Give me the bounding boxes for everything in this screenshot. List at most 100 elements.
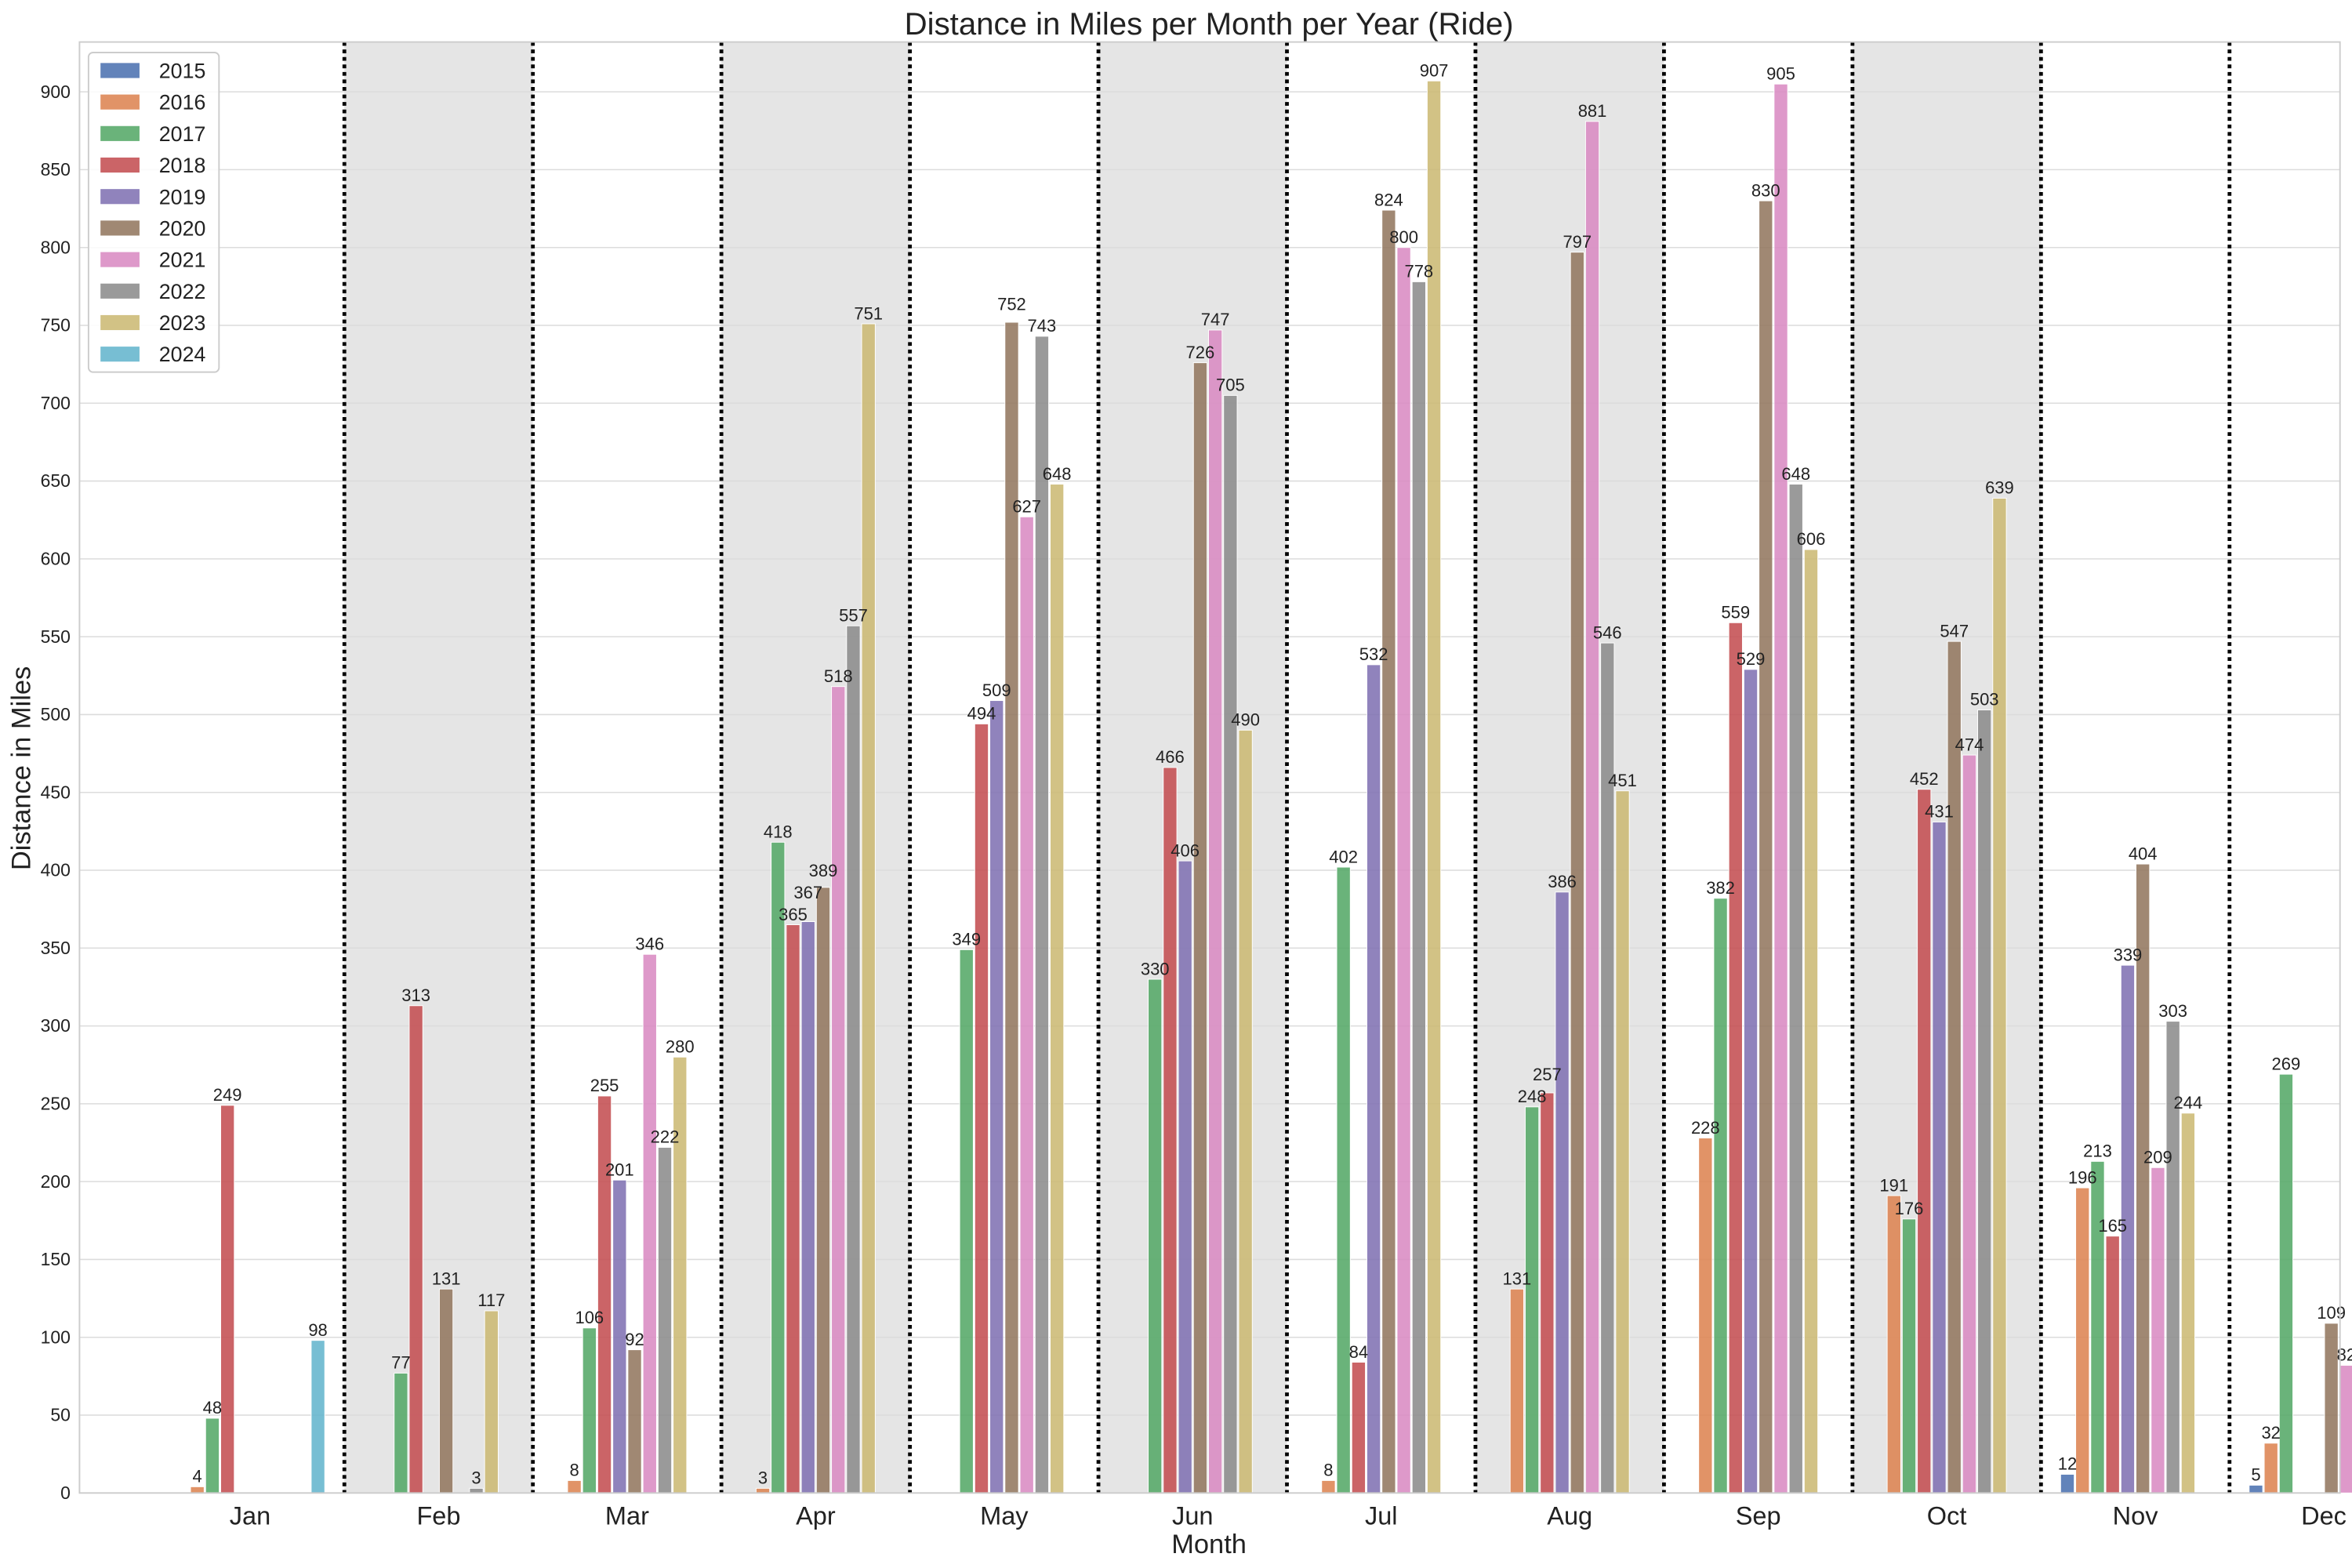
bar-2018-May — [974, 723, 989, 1494]
y-tick-label: 200 — [41, 1171, 71, 1192]
data-label: 303 — [2158, 1001, 2187, 1021]
legend-entry: 2018 — [159, 154, 206, 177]
legend-swatch-2020 — [100, 220, 140, 236]
bar-2023-Nov — [2180, 1112, 2196, 1494]
data-label: 228 — [1691, 1118, 1720, 1138]
bar-2018-Feb — [408, 1005, 423, 1494]
bar-2021-Aug — [1584, 121, 1600, 1494]
x-tick-label: Apr — [796, 1501, 836, 1530]
bar-2019-Jun — [1178, 860, 1192, 1494]
bar-2023-May — [1050, 484, 1065, 1494]
bar-2016-Jan — [190, 1486, 205, 1494]
data-label: 546 — [1593, 622, 1622, 642]
y-tick-label: 50 — [50, 1405, 71, 1425]
bar-2021-Dec — [2339, 1364, 2352, 1494]
x-tick-label: Jan — [230, 1501, 270, 1530]
y-tick-label: 350 — [41, 938, 71, 958]
y-tick-label: 700 — [41, 393, 71, 413]
legend-swatch-2024 — [100, 347, 140, 362]
y-tick-label: 750 — [41, 315, 71, 336]
data-label: 639 — [1985, 478, 2014, 498]
bar-2016-Jul — [1321, 1479, 1336, 1494]
bar-2018-Aug — [1540, 1092, 1555, 1494]
data-label: 82 — [2337, 1345, 2352, 1365]
bar-2018-Jun — [1163, 767, 1178, 1494]
data-label: 313 — [401, 985, 430, 1005]
y-tick-label: 0 — [60, 1483, 71, 1503]
data-label: 244 — [2174, 1093, 2203, 1112]
bar-2020-Oct — [1947, 641, 1962, 1494]
bar-2022-Oct — [1977, 709, 1992, 1494]
data-label: 907 — [1420, 60, 1449, 80]
x-tick-labels: Jan Feb Mar Apr May Jun Jul Aug Sep Oct Nov Dec — [230, 1501, 2347, 1530]
shaded-band — [1475, 42, 1664, 1494]
legend-swatch-2021 — [100, 252, 140, 267]
bar-2018-Mar — [597, 1095, 612, 1494]
data-label: 559 — [1721, 603, 1750, 622]
data-label: 529 — [1737, 649, 1766, 669]
data-label: 743 — [1028, 316, 1057, 336]
bar-2015-Nov — [2060, 1473, 2075, 1494]
data-label: 451 — [1608, 771, 1637, 790]
data-label: 32 — [2261, 1423, 2280, 1443]
bar-2017-Jun — [1148, 978, 1163, 1494]
bar-2021-Jul — [1396, 247, 1411, 1494]
data-label: 518 — [824, 666, 853, 686]
bar-2023-Jul — [1426, 80, 1442, 1494]
data-label: 627 — [1012, 496, 1041, 516]
y-tick-label: 100 — [41, 1327, 71, 1347]
data-label: 201 — [605, 1160, 634, 1179]
data-label: 509 — [982, 681, 1011, 700]
bar-2022-Jun — [1223, 394, 1238, 1494]
data-label: 131 — [1503, 1269, 1532, 1288]
bar-2017-Dec — [2278, 1073, 2294, 1494]
bar-2016-Aug — [1509, 1288, 1525, 1494]
data-label: 705 — [1216, 376, 1245, 395]
data-label: 3 — [758, 1468, 768, 1488]
shaded-band — [1852, 42, 2042, 1494]
bar-2023-Sep — [1803, 549, 1819, 1494]
legend-entry: 2024 — [159, 343, 206, 366]
bar-2019-Aug — [1555, 891, 1570, 1494]
data-label: 830 — [1751, 180, 1780, 200]
data-label: 404 — [2129, 844, 2158, 863]
data-label: 248 — [1518, 1087, 1547, 1106]
data-label: 386 — [1548, 872, 1577, 891]
data-label: 452 — [1910, 769, 1939, 789]
data-label: 165 — [2098, 1216, 2127, 1236]
bar-2017-Nov — [2090, 1160, 2105, 1494]
legend-entry: 2015 — [159, 60, 206, 83]
y-tick-label: 550 — [41, 626, 71, 647]
data-label: 382 — [1706, 878, 1735, 898]
data-label: 280 — [666, 1037, 695, 1057]
shaded-band — [1098, 42, 1287, 1494]
x-tick-label: Dec — [2301, 1501, 2347, 1530]
bar-2016-Mar — [567, 1479, 582, 1494]
bar-2019-Oct — [1932, 821, 1947, 1494]
bar-2015-Dec — [2249, 1484, 2263, 1494]
legend-swatch-2022 — [100, 283, 140, 299]
chart-title: Distance in Miles per Month per Year (Ri… — [905, 6, 1514, 42]
data-label: 98 — [308, 1320, 327, 1340]
bar-2016-Nov — [2075, 1187, 2090, 1494]
bar-2021-Apr — [831, 686, 846, 1494]
bar-2022-Apr — [846, 625, 861, 1494]
data-label: 222 — [651, 1127, 680, 1147]
data-label: 800 — [1389, 227, 1418, 247]
data-label: 269 — [2272, 1054, 2301, 1073]
legend-entry: 2022 — [159, 280, 206, 303]
data-label: 824 — [1374, 190, 1403, 209]
data-label: 881 — [1578, 101, 1607, 121]
data-label: 5 — [2251, 1465, 2260, 1485]
y-tick-label: 800 — [41, 237, 71, 257]
legend: 2015 2016 2017 2018 2019 2020 2021 2022 2023 2024 — [87, 52, 220, 373]
bar-2023-Apr — [861, 323, 876, 1494]
bar-2017-Jul — [1336, 866, 1351, 1494]
bar-2018-Jan — [220, 1105, 235, 1494]
x-tick-label: Aug — [1547, 1501, 1592, 1530]
data-label: 778 — [1404, 262, 1433, 281]
y-tick-label: 450 — [41, 782, 71, 802]
y-tick-label: 850 — [41, 159, 71, 180]
bar-2022-Sep — [1788, 484, 1803, 1494]
